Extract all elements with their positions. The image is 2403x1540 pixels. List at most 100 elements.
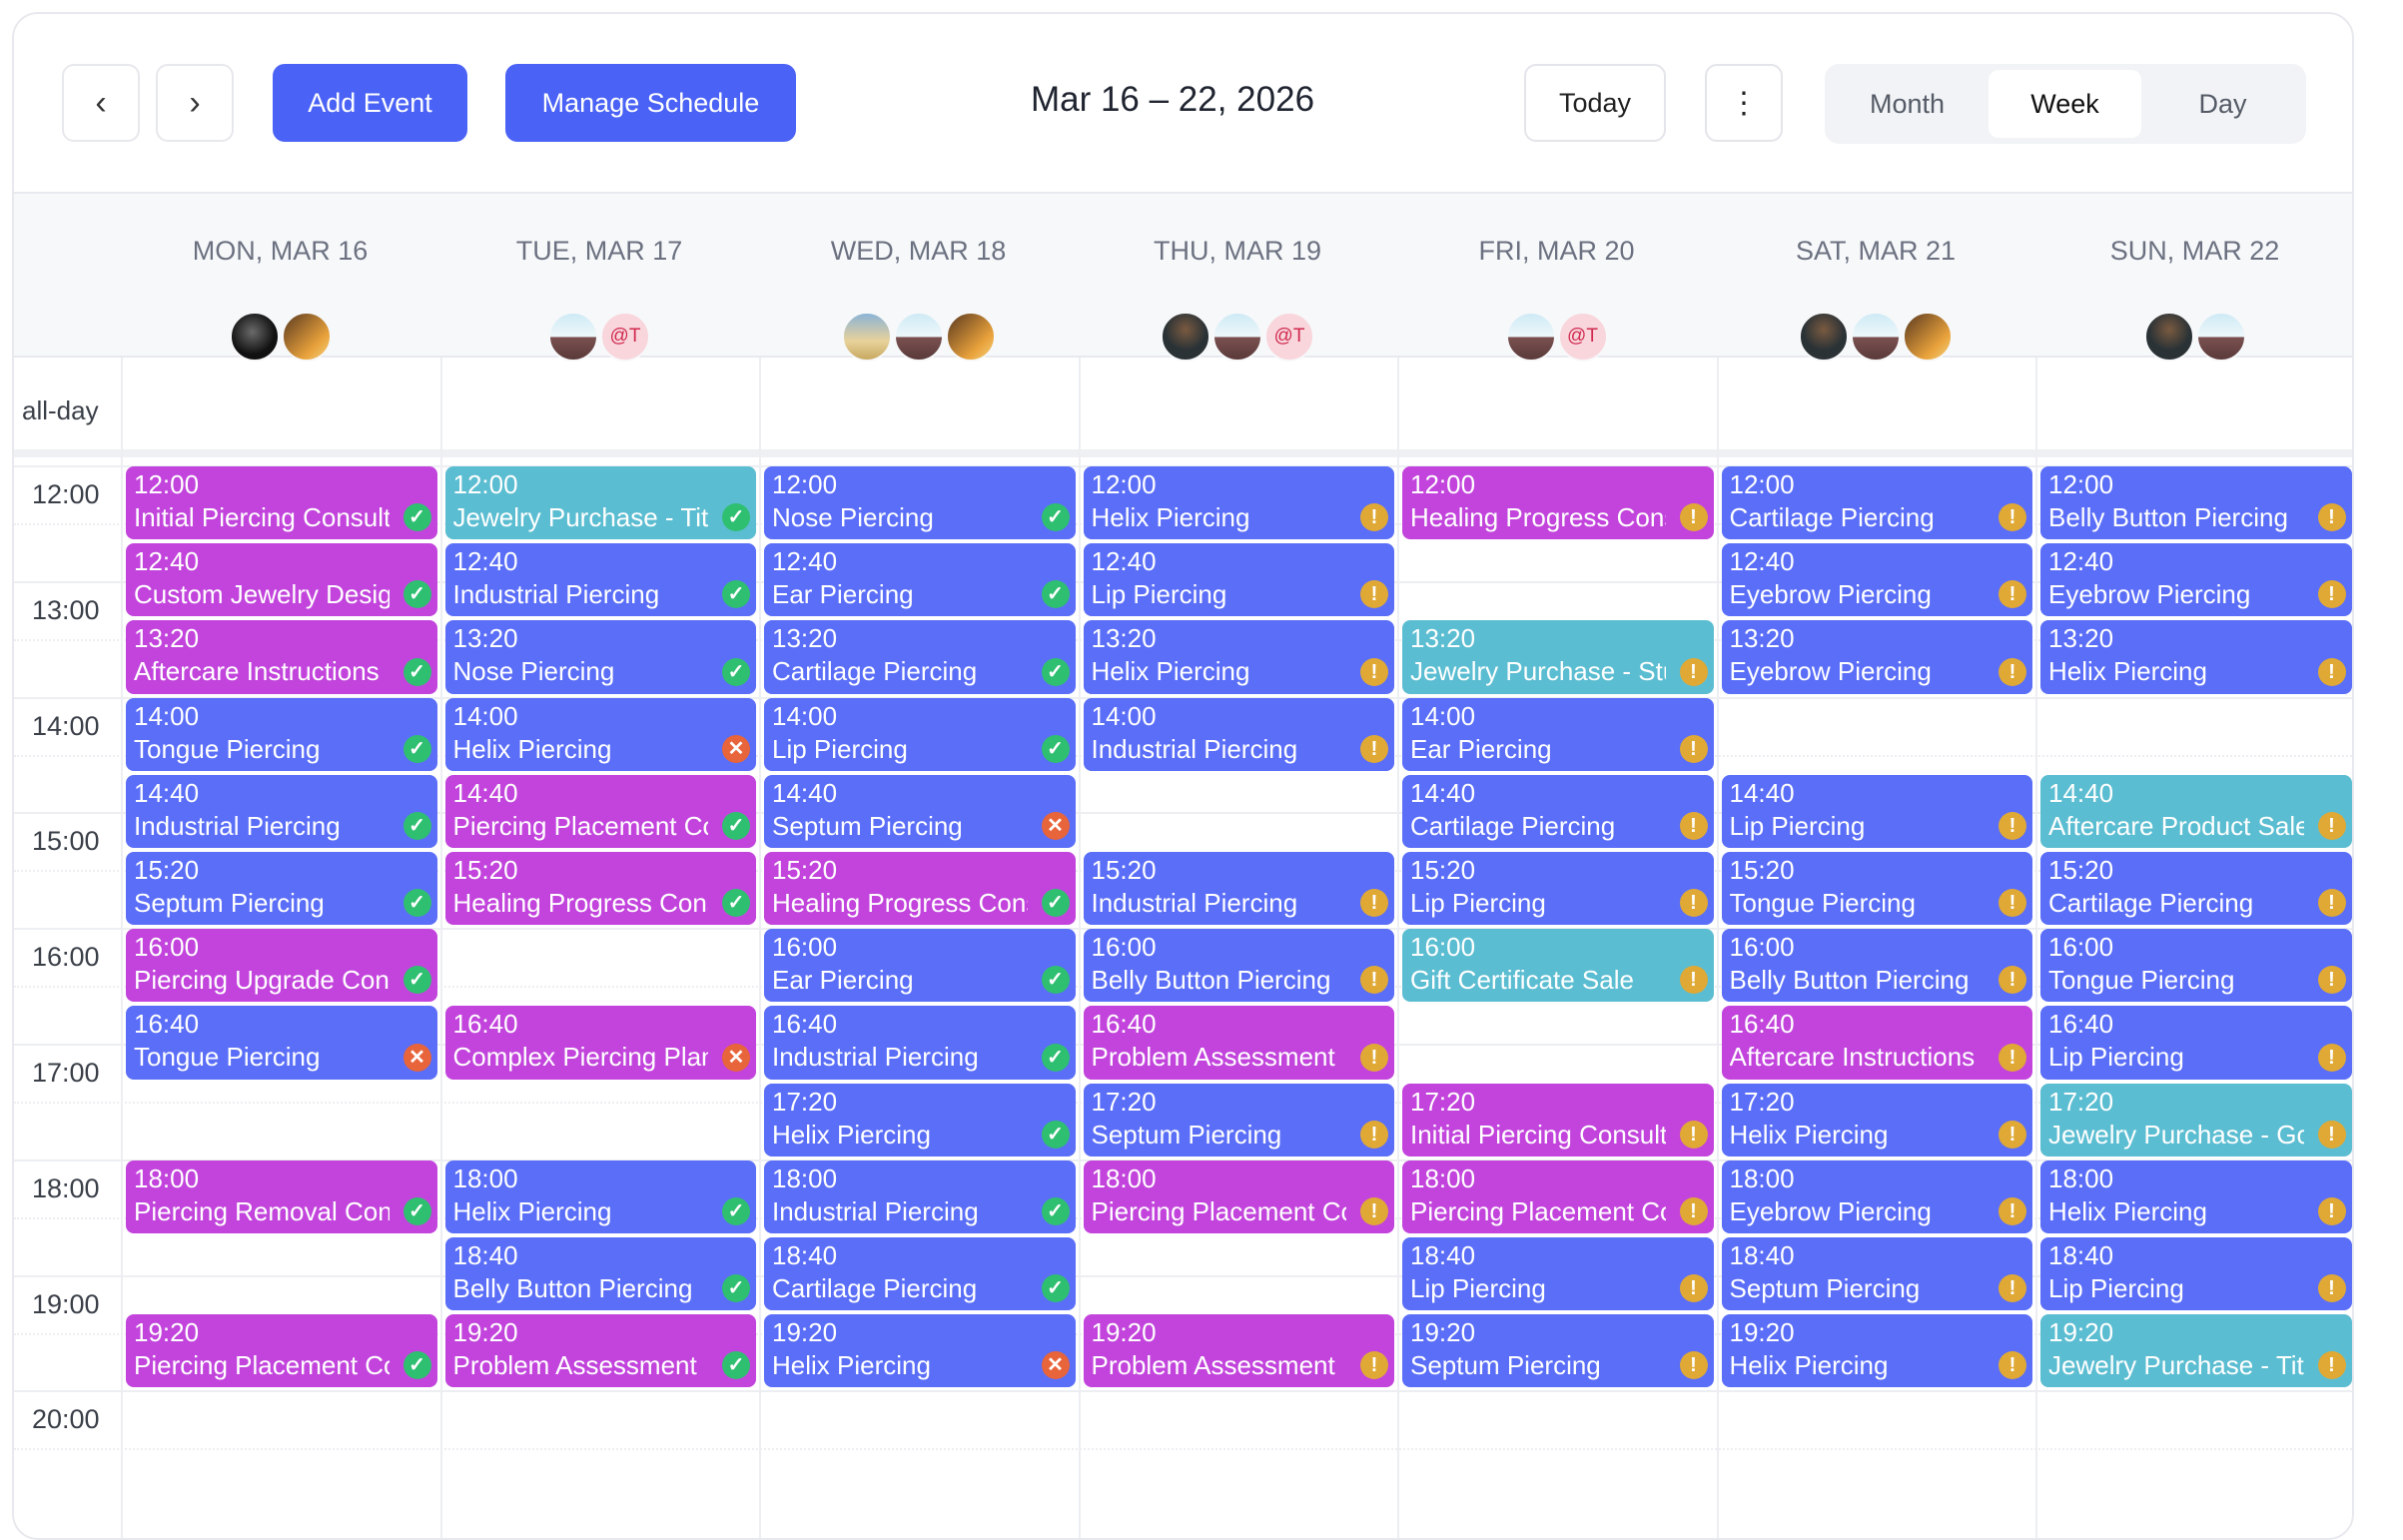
staff-avatar[interactable] <box>893 312 944 362</box>
event-block[interactable]: 15:20 Tongue Piercing! <box>1721 852 2032 926</box>
more-options-button[interactable]: ⋮ <box>1705 64 1783 142</box>
event-block[interactable]: 16:00 Tongue Piercing! <box>2040 929 2352 1003</box>
event-block[interactable]: 16:40 Problem Assessment! <box>1083 1006 1394 1080</box>
event-block[interactable]: 14:00 Helix Piercing ✕ <box>444 697 756 771</box>
staff-avatar[interactable] <box>281 312 332 362</box>
event-block[interactable]: 18:40 Lip Piercing! <box>1402 1237 1714 1311</box>
staff-avatar[interactable]: @T <box>1264 312 1314 362</box>
view-week[interactable]: Week <box>1989 70 2141 138</box>
staff-avatar[interactable] <box>229 312 280 362</box>
event-block[interactable]: 18:00 Helix Piercing ✓ <box>444 1159 756 1233</box>
event-block[interactable]: 19:20 Problem Assessment! <box>1083 1314 1394 1388</box>
event-block[interactable]: 12:40 Ear Piercing ✓ <box>764 543 1076 617</box>
day-header[interactable]: WED, MAR 18 <box>830 236 1007 266</box>
event-block[interactable]: 18:40 Lip Piercing! <box>2040 1237 2352 1311</box>
event-block[interactable]: 13:20 Helix Piercing! <box>1083 620 1394 694</box>
prev-week-button[interactable]: ‹ <box>62 64 140 142</box>
staff-avatar[interactable]: @T <box>600 312 650 362</box>
event-block[interactable]: 12:40 Eyebrow Piercing! <box>2040 543 2352 617</box>
event-block[interactable]: 13:20 Aftercare Instructions ✓ <box>126 620 437 694</box>
add-event-button[interactable]: Add Event <box>273 64 467 142</box>
staff-avatar[interactable] <box>945 312 996 362</box>
event-block[interactable]: 14:40 Lip Piercing! <box>1721 774 2032 848</box>
event-block[interactable]: 12:40 Eyebrow Piercing! <box>1721 543 2032 617</box>
event-block[interactable]: 18:40 Septum Piercing! <box>1721 1237 2032 1311</box>
staff-avatar[interactable]: @T <box>1557 312 1608 362</box>
event-block[interactable]: 17:20 Helix Piercing ✓ <box>764 1083 1076 1156</box>
event-block[interactable]: 12:00 Cartilage Piercing! <box>1721 466 2032 540</box>
event-block[interactable]: 13:20 Nose Piercing ✓ <box>444 620 756 694</box>
staff-avatar[interactable] <box>548 312 598 362</box>
next-week-button[interactable]: › <box>156 64 234 142</box>
event-block[interactable]: 13:20 Eyebrow Piercing! <box>1721 620 2032 694</box>
event-block[interactable]: 18:00 Helix Piercing! <box>2040 1159 2352 1233</box>
event-block[interactable]: 12:40 Industrial Piercing ✓ <box>444 543 756 617</box>
event-block[interactable]: 16:40 Lip Piercing! <box>2040 1006 2352 1080</box>
staff-avatar[interactable] <box>2195 312 2246 362</box>
event-block[interactable]: 15:20 Industrial Piercing! <box>1083 852 1394 926</box>
event-block[interactable]: 14:00 Tongue Piercing ✓ <box>126 697 437 771</box>
event-block[interactable]: 15:20 Cartilage Piercing! <box>2040 852 2352 926</box>
today-button[interactable]: Today <box>1524 64 1666 142</box>
day-header[interactable]: THU, MAR 19 <box>1153 236 1322 266</box>
day-header[interactable]: FRI, MAR 20 <box>1478 236 1635 266</box>
view-day[interactable]: Day <box>2198 88 2247 119</box>
day-header[interactable]: SAT, MAR 21 <box>1795 236 1957 266</box>
event-block[interactable]: 17:20 Helix Piercing! <box>1721 1083 2032 1156</box>
event-block[interactable]: 17:20 Jewelry Purchase - Gold! <box>2040 1083 2352 1156</box>
event-block[interactable]: 19:20 Helix Piercing ✕ <box>764 1314 1076 1388</box>
event-block[interactable]: 14:00 Industrial Piercing! <box>1083 697 1394 771</box>
event-block[interactable]: 15:20 Lip Piercing! <box>1402 852 1714 926</box>
event-block[interactable]: 13:20 Jewelry Purchase - Stud! <box>1402 620 1714 694</box>
day-header[interactable]: MON, MAR 16 <box>192 236 369 266</box>
event-block[interactable]: 16:00 Belly Button Piercing! <box>1083 929 1394 1003</box>
event-block[interactable]: 18:40 Cartilage Piercing ✓ <box>764 1237 1076 1311</box>
staff-avatar[interactable] <box>1851 312 1901 362</box>
staff-avatar[interactable] <box>1903 312 1953 362</box>
event-block[interactable]: 18:40 Belly Button Piercing ✓ <box>444 1237 756 1311</box>
staff-avatar[interactable] <box>1161 312 1210 362</box>
event-block[interactable]: 19:20 Problem Assessment ✓ <box>444 1314 756 1388</box>
event-block[interactable]: 19:20 Septum Piercing! <box>1402 1314 1714 1388</box>
event-block[interactable]: 13:20 Helix Piercing! <box>2040 620 2352 694</box>
staff-avatar[interactable] <box>1799 312 1849 362</box>
event-block[interactable]: 12:00 Belly Button Piercing! <box>2040 466 2352 540</box>
event-block[interactable]: 19:20 Helix Piercing! <box>1721 1314 2032 1388</box>
event-block[interactable]: 14:40 Industrial Piercing ✓ <box>126 774 437 848</box>
event-block[interactable]: 18:00 Eyebrow Piercing! <box>1721 1159 2032 1233</box>
staff-avatar[interactable] <box>2143 312 2194 362</box>
event-block[interactable]: 14:40 Cartilage Piercing! <box>1402 774 1714 848</box>
event-block[interactable]: 14:40 Septum Piercing ✕ <box>764 774 1076 848</box>
event-block[interactable]: 12:00 Helix Piercing! <box>1083 466 1394 540</box>
event-block[interactable]: 12:40 Lip Piercing! <box>1083 543 1394 617</box>
event-block[interactable]: 12:00 Nose Piercing ✓ <box>764 466 1076 540</box>
event-block[interactable]: 16:40 Tongue Piercing ✕ <box>126 1006 437 1080</box>
event-block[interactable]: 16:00 Ear Piercing ✓ <box>764 929 1076 1003</box>
event-block[interactable]: 14:00 Lip Piercing ✓ <box>764 697 1076 771</box>
event-block[interactable]: 16:40 Industrial Piercing ✓ <box>764 1006 1076 1080</box>
event-block[interactable]: 17:20 Septum Piercing! <box>1083 1083 1394 1156</box>
event-block[interactable]: 16:40 Aftercare Instructions! <box>1721 1006 2032 1080</box>
staff-avatar[interactable] <box>841 312 892 362</box>
event-block[interactable]: 16:00 Gift Certificate Sale! <box>1402 929 1714 1003</box>
manage-schedule-button[interactable]: Manage Schedule <box>505 64 796 142</box>
event-block[interactable]: 13:20 Cartilage Piercing ✓ <box>764 620 1076 694</box>
staff-avatar[interactable] <box>1505 312 1556 362</box>
event-block[interactable]: 14:40 Aftercare Product Sale! <box>2040 774 2352 848</box>
view-month[interactable]: Month <box>1869 88 1946 119</box>
event-block[interactable]: 18:00 Industrial Piercing ✓ <box>764 1159 1076 1233</box>
